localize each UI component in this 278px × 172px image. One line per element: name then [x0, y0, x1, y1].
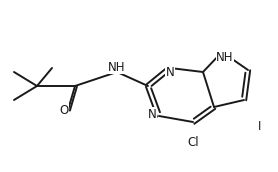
- Text: N: N: [148, 108, 156, 121]
- Text: Cl: Cl: [187, 137, 199, 149]
- Text: I: I: [258, 120, 262, 132]
- Text: N: N: [166, 66, 174, 78]
- Text: O: O: [59, 104, 69, 116]
- Text: NH: NH: [216, 51, 234, 63]
- Text: NH: NH: [108, 61, 126, 73]
